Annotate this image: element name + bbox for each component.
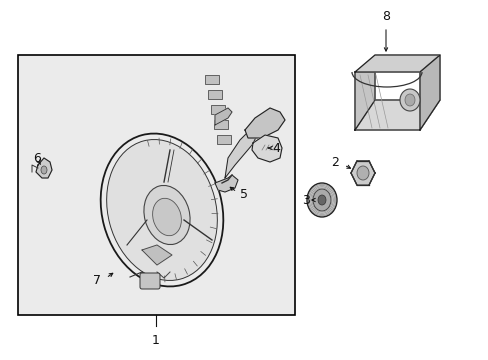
Polygon shape bbox=[354, 72, 374, 130]
Text: 6: 6 bbox=[33, 152, 41, 165]
Ellipse shape bbox=[404, 94, 414, 106]
Polygon shape bbox=[251, 135, 282, 162]
Ellipse shape bbox=[143, 185, 190, 244]
Text: 5: 5 bbox=[240, 189, 247, 202]
Ellipse shape bbox=[306, 183, 336, 217]
Polygon shape bbox=[354, 100, 439, 130]
Polygon shape bbox=[36, 158, 52, 178]
Polygon shape bbox=[244, 108, 285, 138]
Text: 7: 7 bbox=[93, 274, 101, 287]
FancyBboxPatch shape bbox=[210, 105, 224, 114]
Ellipse shape bbox=[41, 166, 47, 174]
FancyBboxPatch shape bbox=[207, 90, 222, 99]
Text: 3: 3 bbox=[302, 194, 309, 207]
Ellipse shape bbox=[317, 195, 325, 205]
Text: 4: 4 bbox=[271, 141, 279, 154]
Polygon shape bbox=[350, 161, 374, 185]
Ellipse shape bbox=[312, 189, 330, 211]
Polygon shape bbox=[224, 125, 260, 178]
Ellipse shape bbox=[356, 166, 368, 180]
Bar bbox=[18, 55, 294, 315]
FancyBboxPatch shape bbox=[214, 120, 227, 129]
Polygon shape bbox=[419, 55, 439, 130]
Polygon shape bbox=[215, 108, 231, 125]
Ellipse shape bbox=[106, 140, 217, 280]
Polygon shape bbox=[354, 55, 439, 72]
FancyBboxPatch shape bbox=[217, 135, 230, 144]
Text: 1: 1 bbox=[152, 333, 160, 346]
Ellipse shape bbox=[152, 198, 181, 236]
Text: 8: 8 bbox=[381, 9, 389, 22]
Ellipse shape bbox=[399, 89, 419, 111]
Text: 2: 2 bbox=[330, 157, 338, 170]
FancyBboxPatch shape bbox=[140, 273, 160, 289]
FancyBboxPatch shape bbox=[204, 75, 219, 84]
Polygon shape bbox=[142, 245, 172, 265]
Polygon shape bbox=[215, 175, 238, 192]
